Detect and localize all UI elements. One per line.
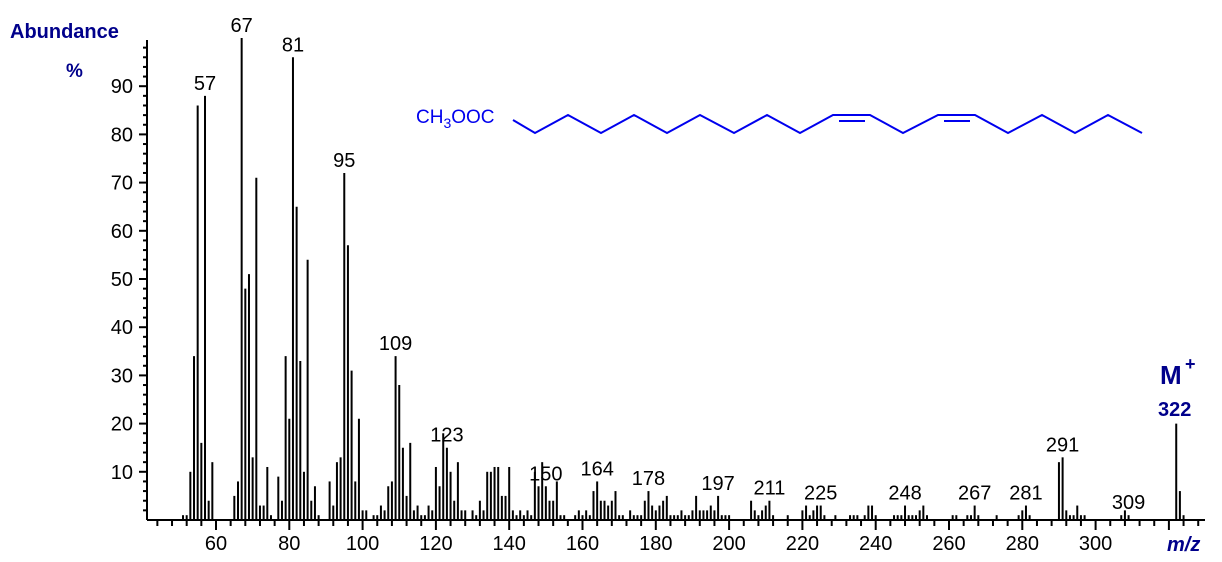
molecular-ion-symbol: M [1160,360,1182,390]
peak-label: 197 [701,473,734,495]
x-axis-title: m/z [1167,534,1200,556]
molecular-ion-charge: + [1185,354,1196,374]
molecular-ion-mz: 322 [1158,399,1191,421]
x-tick-label: 60 [205,533,227,555]
peak-label: 281 [1009,483,1042,505]
peak-label: 109 [379,333,412,355]
peak-label: 150 [529,463,562,485]
peak-label: 178 [632,468,665,490]
peak-label: 123 [430,425,463,447]
peak-label: 309 [1112,492,1145,514]
x-tick-label: 240 [859,533,892,555]
y-tick-label: 50 [111,269,133,291]
y-tick-label: 10 [111,462,133,484]
structure-formula-text: CH3OOC [416,107,495,131]
x-tick-label: 300 [1079,533,1112,555]
y-tick-label: 80 [111,124,133,146]
peak-labels: 57 67 81 95 109 123 150 164 178 197 211 225 248 267 28… [194,15,1145,514]
axes: 10 20 30 40 50 60 70 80 90 60 80 100 120 140 160 180 200… [111,40,1205,555]
molecular-ion-label: M + 322 [1158,354,1196,421]
x-tick-label: 100 [346,533,379,555]
y-axis-title: Abundance % [10,21,119,82]
x-tick-label: 80 [278,533,300,555]
spectrum-bars [182,38,1185,520]
peak-label: 267 [958,483,991,505]
x-tick-label: 120 [419,533,452,555]
y-tick-label: 90 [111,76,133,98]
peak-label: 81 [282,34,304,56]
peak-label: 248 [888,483,921,505]
x-tick-label: 220 [786,533,819,555]
y-tick-label: 30 [111,365,133,387]
y-axis-unit: % [66,61,83,82]
peak-label: 57 [194,73,216,95]
carbon-chain [512,113,1143,135]
y-axis-label: Abundance [10,21,119,43]
peak-label: 291 [1046,434,1079,456]
y-tick-label: 60 [111,221,133,243]
x-tick-label: 160 [566,533,599,555]
peak-label: 211 [753,478,785,500]
x-tick-label: 280 [1006,533,1039,555]
peak-label: 225 [804,483,837,505]
y-tick-label: 40 [111,317,133,339]
peak-label: 164 [580,458,613,480]
x-tick-label: 180 [639,533,672,555]
x-tick-label: 200 [712,533,745,555]
y-tick-label: 20 [111,414,133,436]
peak-label: 95 [333,150,355,172]
x-axis-label: m/z [1167,534,1200,556]
x-tick-label: 260 [932,533,965,555]
molecular-structure: CH3OOC [416,107,1143,135]
x-tick-label: 140 [493,533,526,555]
y-tick-label: 70 [111,173,133,195]
peak-label: 67 [231,15,253,37]
